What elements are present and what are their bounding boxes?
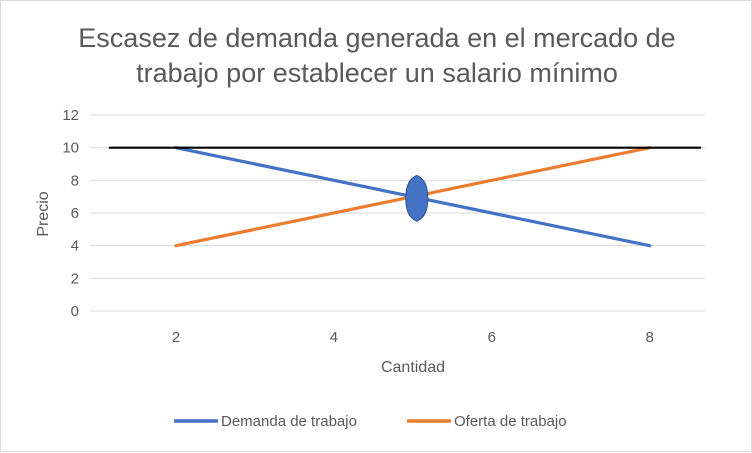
y-tick-label-6: 6: [71, 205, 79, 222]
legend-label-demanda: Demanda de trabajo: [221, 413, 357, 430]
x-tick-label-4: 4: [330, 329, 338, 346]
legend-label-oferta: Oferta de trabajo: [454, 413, 567, 430]
x-tick-label-6: 6: [488, 329, 496, 346]
x-axis-label: Cantidad: [381, 359, 445, 376]
chart-title-line-2: trabajo por establecer un salario mínimo: [136, 58, 618, 88]
equilibrium-marker-group: [405, 174, 429, 222]
series-lines: [108, 146, 702, 248]
y-tick-label-4: 4: [71, 238, 79, 255]
equilibrium-marker: [405, 174, 429, 222]
y-axis-ticks: 0 2 4 6 8 10 12: [62, 107, 79, 320]
x-tick-label-2: 2: [172, 329, 180, 346]
x-axis-ticks: 2 4 6 8: [172, 329, 654, 346]
legend: Demanda de trabajo Oferta de trabajo: [174, 413, 567, 430]
chart-title: Escasez de demanda generada en el mercad…: [78, 23, 675, 88]
y-tick-label-12: 12: [62, 107, 79, 124]
chart-title-line-1: Escasez de demanda generada en el mercad…: [78, 23, 675, 53]
y-tick-label-0: 0: [71, 303, 79, 320]
y-axis-label: Precio: [35, 191, 52, 236]
y-tick-label-2: 2: [71, 270, 79, 287]
gridlines: [90, 114, 705, 312]
x-tick-label-8: 8: [646, 329, 654, 346]
y-tick-label-10: 10: [62, 140, 79, 157]
y-tick-label-8: 8: [71, 172, 79, 189]
